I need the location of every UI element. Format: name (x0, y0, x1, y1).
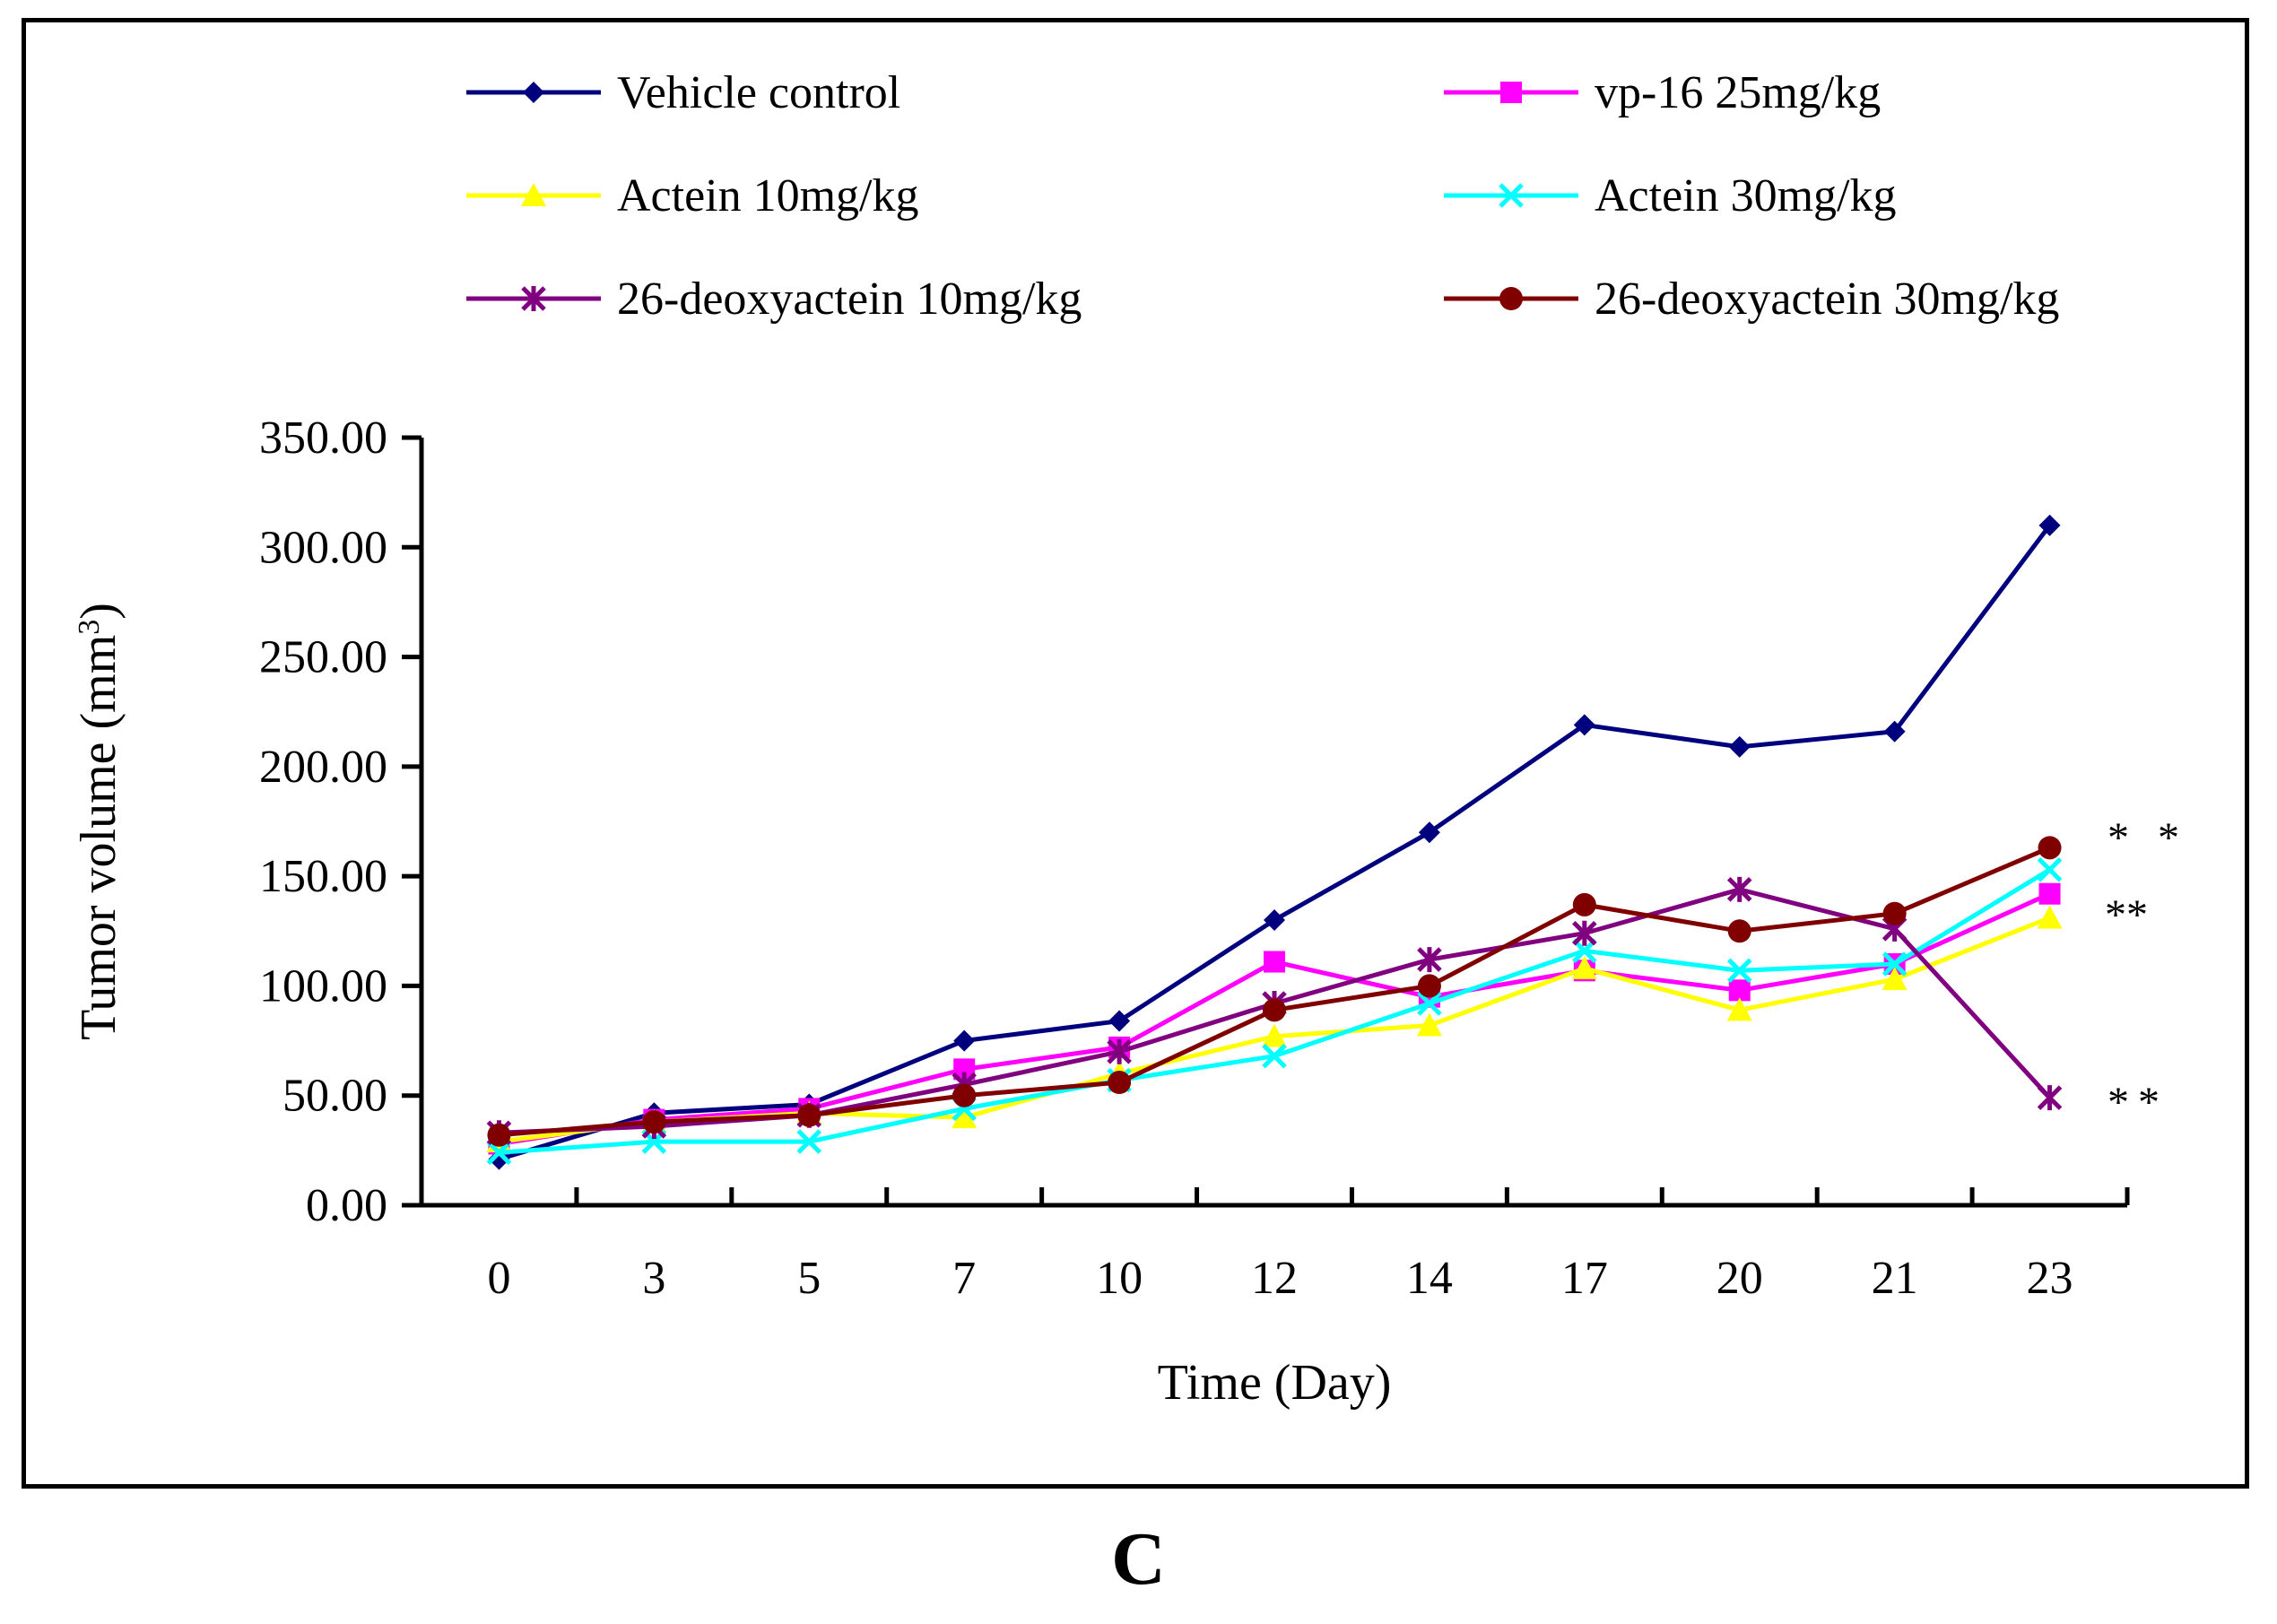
data-point (1882, 951, 1908, 977)
data-point (2038, 882, 2061, 905)
legend-label: 26-deoxyactein 10mg/kg (617, 274, 1082, 325)
data-point (1728, 735, 1751, 758)
data-point (1417, 991, 1442, 1016)
legend-marker (1500, 82, 1522, 103)
data-point (1263, 998, 1286, 1022)
data-point (1572, 920, 1597, 946)
legend-marker (523, 82, 544, 103)
data-point (1262, 1023, 1287, 1047)
data-point (2037, 857, 2063, 882)
x-tick-label: 3 (642, 1253, 665, 1304)
legend-label: 26-deoxyactein 30mg/kg (1595, 274, 2059, 325)
data-point (486, 1140, 512, 1166)
x-tick-label: 5 (797, 1253, 821, 1304)
data-point (1572, 892, 1596, 916)
data-point (1727, 919, 1751, 943)
legend-label: Actein 30mg/kg (1595, 170, 1897, 221)
data-point (642, 1110, 666, 1134)
x-tick-label: 23 (2027, 1253, 2073, 1304)
y-tick-label: 300.00 (259, 522, 387, 573)
significance-marker: ** (2105, 891, 2148, 939)
data-point (1262, 1043, 1287, 1069)
y-tick-label: 150.00 (259, 851, 387, 902)
data-point (1728, 979, 1751, 1002)
legend-label: vp-16 25mg/kg (1595, 67, 1881, 118)
data-point (797, 1103, 821, 1127)
data-point (2038, 836, 2062, 860)
data-point (487, 1123, 511, 1147)
x-tick-label: 0 (487, 1253, 510, 1304)
legend-label: Actein 10mg/kg (617, 170, 919, 221)
data-point (1108, 1071, 1132, 1095)
y-axis-title: Tumor volume (mm3) (71, 603, 126, 1040)
data-point (1417, 974, 1441, 998)
data-point (1573, 714, 1595, 736)
data-point (1883, 720, 1906, 743)
data-point (2037, 905, 2063, 929)
significance-marker: * * (2108, 814, 2188, 862)
data-point (1417, 947, 1442, 973)
data-point (1882, 901, 1907, 925)
legend-marker (521, 183, 546, 206)
data-point (1416, 1012, 1442, 1037)
significance-marker: ** (2108, 1079, 2168, 1126)
x-tick-label: 7 (952, 1253, 976, 1304)
x-tick-label: 21 (1872, 1253, 1918, 1304)
x-tick-label: 17 (1561, 1253, 1608, 1304)
data-point (1882, 967, 1908, 991)
y-tick-label: 0.00 (306, 1180, 387, 1231)
panel-label: C (1111, 1517, 1166, 1601)
legend-marker (521, 286, 546, 311)
legend-marker (1499, 183, 1524, 208)
data-point (952, 1083, 977, 1107)
data-point (1264, 909, 1285, 932)
legend-marker (1499, 287, 1523, 310)
data-point (1726, 997, 1752, 1021)
x-tick-label: 20 (1716, 1253, 1763, 1304)
data-point (1726, 876, 1752, 902)
data-point (1418, 821, 1440, 844)
y-tick-label: 350.00 (259, 413, 387, 464)
data-point (1264, 951, 1285, 973)
x-tick-label: 14 (1406, 1253, 1453, 1304)
data-point (1107, 1038, 1132, 1064)
data-point (1108, 1010, 1131, 1032)
y-tick-label: 50.00 (282, 1071, 387, 1122)
legend-label: Vehicle control (617, 67, 900, 118)
data-point (952, 1105, 978, 1129)
data-point (1726, 958, 1752, 984)
chart-frame (22, 18, 2249, 1489)
y-tick-label: 100.00 (259, 960, 387, 1012)
x-tick-label: 12 (1251, 1253, 1298, 1304)
line-chart: 0.00 50.00 100.00 150.00 200.00 250.00 300.00 3… (71, 67, 2188, 1411)
data-point (2038, 514, 2061, 536)
data-point (953, 1029, 976, 1052)
data-point (2037, 1085, 2063, 1111)
data-point (796, 1129, 822, 1154)
series-line-1 (498, 524, 2052, 1162)
y-tick-label: 200.00 (259, 742, 387, 793)
data-point (1572, 938, 1597, 964)
x-axis-title: Time (Day) (1158, 1355, 1392, 1411)
y-tick-label: 250.00 (259, 632, 387, 683)
data-point (1571, 955, 1597, 979)
x-tick-label: 10 (1096, 1253, 1143, 1304)
